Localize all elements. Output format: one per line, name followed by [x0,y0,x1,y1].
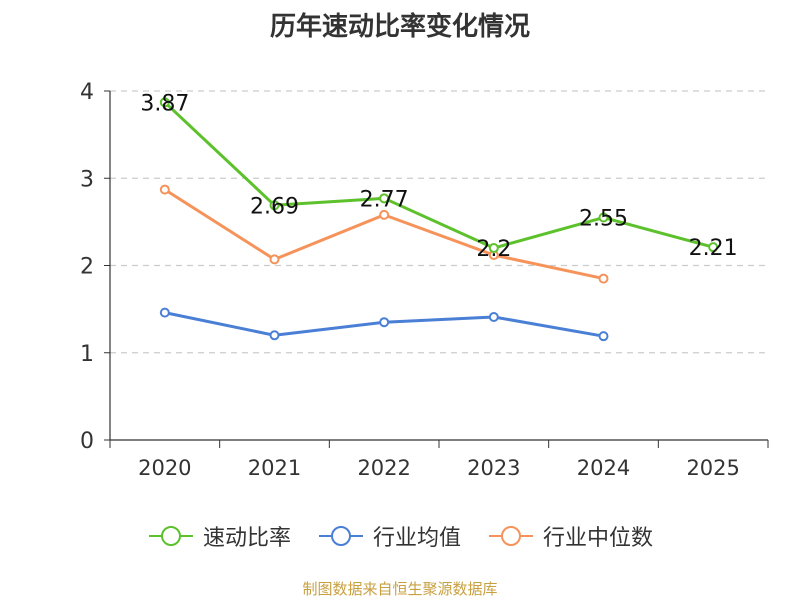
data-point [269,330,280,341]
legend-item-industry-mean[interactable]: 行业均值 [317,520,461,552]
data-point [159,184,170,195]
legend-label: 行业均值 [372,526,461,551]
data-label: 3.87 [140,91,189,116]
legend-label: 行业中位数 [543,526,654,551]
data-label: 2.69 [250,194,299,219]
x-tick-label: 2024 [577,456,630,480]
data-label: 2.77 [360,187,409,212]
x-tick-label: 2023 [467,456,520,480]
legend-line-icon [148,526,193,546]
legend: 速动比率 行业均值 行业中位数 [0,520,800,552]
x-tick-label: 2020 [138,456,191,480]
data-point [269,200,280,211]
legend-line-icon [318,526,363,546]
data-point [708,242,719,253]
legend-line-icon [489,526,533,546]
x-tick-label: 2021 [248,456,301,480]
data-point [598,273,609,284]
legend-item-industry-median[interactable]: 行业中位数 [487,520,653,552]
data-label: 2.55 [579,207,628,232]
data-point [488,311,499,322]
source-note: 制图数据来自恒生聚源数据库 [302,580,498,598]
y-tick-label: 4 [80,80,94,105]
chart-title: 历年速动比率变化情况 [269,12,530,42]
legend-item-quick-ratio[interactable]: 速动比率 [147,520,291,552]
data-label: 2.21 [689,236,738,261]
x-tick-label: 2025 [686,456,739,480]
data-point [159,307,170,318]
data-point [488,243,499,254]
data-point [269,254,280,265]
series-line [163,101,714,250]
data-point [379,317,390,328]
y-tick-label: 1 [80,342,94,367]
y-tick-label: 2 [80,255,94,280]
data-point [598,212,609,223]
x-tick-label: 2022 [357,456,410,480]
legend-label: 速动比率 [202,526,291,551]
y-tick-label: 0 [80,429,94,454]
y-tick-label: 3 [80,167,94,192]
data-point [379,209,390,220]
data-point [159,97,170,108]
data-point [598,331,609,342]
data-label: 2.2 [476,237,511,262]
data-point [379,193,390,204]
